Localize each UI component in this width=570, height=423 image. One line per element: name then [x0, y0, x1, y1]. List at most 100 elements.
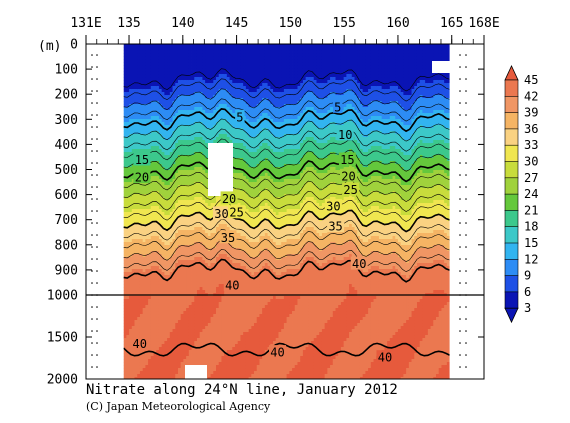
field-cell	[145, 290, 149, 294]
field-cell	[199, 191, 203, 195]
field-cell	[210, 368, 214, 372]
field-cell	[131, 242, 135, 246]
field-cell	[164, 59, 168, 63]
field-cell	[158, 365, 163, 369]
field-cell	[196, 176, 201, 180]
field-cell	[199, 110, 203, 114]
field-cell	[145, 194, 149, 198]
field-cell	[156, 326, 160, 330]
field-cell	[207, 212, 211, 216]
field-cell	[134, 191, 138, 195]
field-cell	[186, 83, 190, 87]
field-cell	[188, 185, 192, 189]
field-cell	[126, 257, 130, 261]
field-cell	[235, 161, 239, 165]
field-cell	[167, 365, 171, 369]
field-cell	[221, 137, 225, 141]
field-cell	[150, 161, 154, 165]
field-cell	[226, 104, 230, 108]
field-cell	[148, 284, 152, 288]
field-cell	[164, 56, 168, 60]
field-cell	[194, 329, 198, 333]
field-cell	[177, 218, 182, 222]
field-cell	[150, 62, 154, 66]
field-cell	[213, 92, 217, 96]
field-cell	[183, 110, 187, 114]
field-cell	[240, 107, 244, 111]
field-cell	[240, 101, 244, 105]
field-cell	[164, 251, 168, 255]
field-cell	[129, 323, 133, 327]
field-cell	[148, 305, 152, 309]
field-cell	[164, 269, 168, 273]
field-cell	[235, 251, 239, 255]
field-cell	[207, 233, 211, 237]
field-cell	[161, 68, 165, 72]
field-cell	[210, 203, 214, 207]
field-cell	[232, 128, 236, 132]
field-cell	[235, 311, 239, 315]
field-cell	[139, 44, 144, 48]
field-cell	[207, 350, 211, 354]
field-cell	[134, 149, 138, 153]
field-cell	[183, 368, 187, 372]
field-cell	[240, 53, 244, 57]
field-cell	[191, 206, 195, 210]
field-cell	[180, 152, 184, 156]
field-cell	[126, 215, 130, 219]
field-cell	[175, 143, 179, 147]
field-cell	[145, 317, 149, 321]
field-cell	[191, 194, 195, 198]
field-cell	[169, 62, 173, 66]
field-cell	[142, 98, 146, 102]
field-cell	[207, 56, 211, 60]
field-cell	[205, 242, 209, 246]
field-cell	[169, 221, 173, 225]
field-cell	[158, 98, 163, 102]
field-cell	[188, 176, 192, 180]
field-cell	[240, 278, 244, 282]
field-cell	[129, 233, 133, 237]
field-cell	[183, 203, 187, 207]
field-cell	[145, 224, 149, 228]
field-cell	[131, 176, 135, 180]
field-cell	[158, 218, 163, 222]
field-cell	[240, 89, 244, 93]
field-cell	[129, 80, 133, 84]
field-cell	[175, 185, 179, 189]
field-cell	[186, 317, 190, 321]
field-cell	[123, 212, 127, 216]
field-cell	[202, 362, 206, 366]
field-cell	[148, 104, 152, 108]
field-cell	[224, 302, 228, 306]
field-cell	[129, 371, 133, 375]
field-cell	[123, 215, 127, 219]
field-cell	[177, 185, 182, 189]
field-cell	[134, 305, 138, 309]
field-cell	[232, 185, 236, 189]
field-cell	[237, 314, 241, 318]
field-cell	[137, 314, 141, 318]
field-cell	[196, 92, 201, 96]
field-cell	[172, 281, 176, 285]
field-cell	[202, 155, 206, 159]
field-cell	[243, 221, 247, 225]
field-cell	[199, 89, 203, 93]
field-cell	[148, 371, 152, 375]
field-cell	[177, 44, 182, 48]
field-cell	[177, 191, 182, 195]
field-cell	[134, 206, 138, 210]
field-cell	[232, 203, 236, 207]
field-cell	[177, 53, 182, 57]
field-cell	[229, 77, 233, 81]
field-cell	[161, 212, 165, 216]
field-cell	[229, 80, 233, 84]
field-cell	[191, 326, 195, 330]
field-cell	[243, 71, 247, 75]
field-cell	[180, 197, 184, 201]
field-cell	[188, 359, 192, 363]
field-cell	[183, 314, 187, 318]
field-cell	[153, 239, 157, 243]
field-cell	[156, 350, 160, 354]
field-cell	[240, 122, 244, 126]
